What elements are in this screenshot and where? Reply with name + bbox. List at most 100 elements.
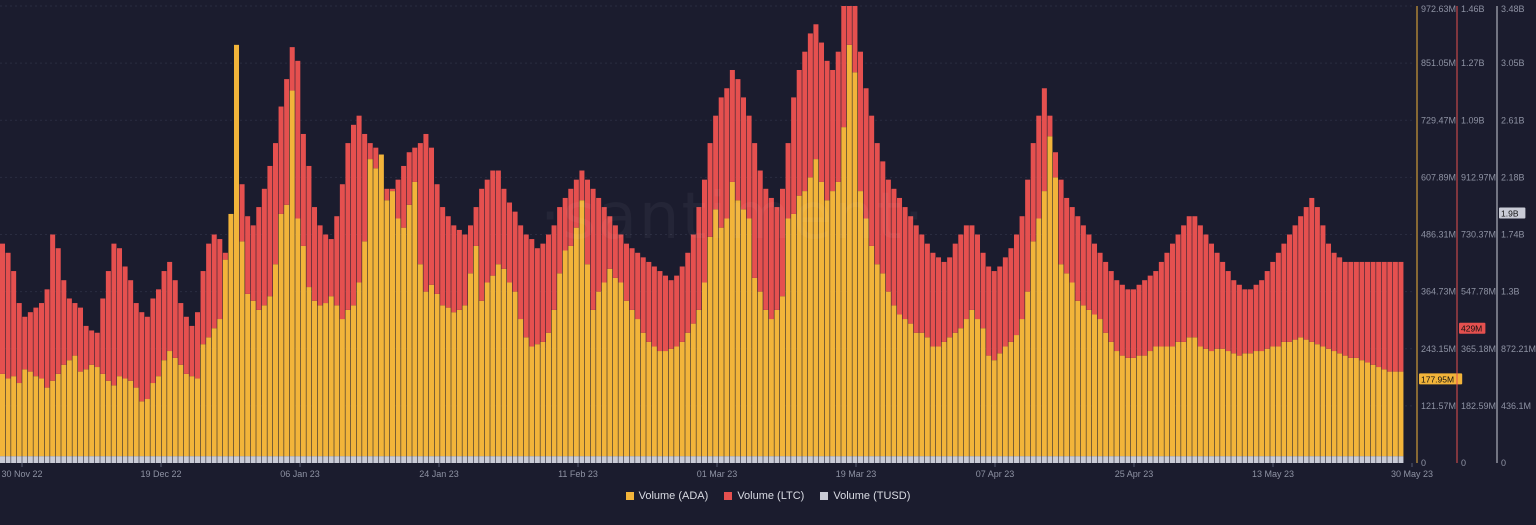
legend-item-ada[interactable]: Volume (ADA) [625,490,709,502]
bar-tusd [1225,456,1231,463]
bar-ada [841,127,847,457]
bar-tusd [312,456,318,463]
bar-ada [1242,353,1248,457]
y-tick-label: 1.46B [1461,4,1485,14]
current-value-badge [1459,322,1486,334]
bar-ltc [863,88,869,219]
bar-tusd [1209,456,1215,463]
bar-tusd [1231,456,1237,463]
legend-item-tusd[interactable]: Volume (TUSD) [820,490,910,502]
bar-ltc [1080,225,1086,306]
bar-ltc [624,243,630,301]
bar-tusd [66,456,72,463]
bar-ltc [813,24,819,160]
bar-tusd [5,456,11,463]
bar-tusd [94,456,100,463]
x-tick-label: 07 Apr 23 [976,469,1015,479]
bar-ada [852,72,858,457]
bar-ada [183,373,189,457]
bar-ada [1153,346,1159,457]
bar-ltc [897,197,903,315]
bar-ada [869,245,875,457]
bar-ltc [217,239,223,320]
bar-tusd [679,456,685,463]
bar-tusd [975,456,981,463]
bar-ltc [752,143,758,278]
bar-ada [1326,348,1332,457]
bar-ada [401,227,407,457]
bar-tusd [958,456,964,463]
bar-tusd [1153,456,1159,463]
bar-ada [317,305,323,457]
bar-ltc [1181,225,1187,342]
bar-tusd [507,456,513,463]
bar-ltc [919,234,925,333]
x-tick-label: 01 Mar 23 [697,469,738,479]
bar-ltc [551,225,557,310]
bar-ada [947,337,953,457]
bar-ltc [1025,179,1031,292]
bar-ltc [1158,261,1164,347]
bar-tusd [768,456,774,463]
bar-ltc [573,179,579,228]
bar-tusd [373,456,379,463]
bar-tusd [936,456,942,463]
bar-ltc [1287,234,1293,342]
bar-tusd [1264,456,1270,463]
bar-ltc [1381,261,1387,370]
bar-ltc [451,225,457,313]
bar-tusd [27,456,33,463]
bar-ada [618,282,624,457]
bar-ada [702,282,708,457]
bar-ada [607,268,613,457]
bar-tusd [1326,456,1332,463]
bar-ada [635,319,641,457]
bar-ada [1114,351,1120,457]
bar-tusd [596,456,602,463]
bar-ltc [22,316,28,370]
bar-ltc [523,234,529,338]
bar-ltc [540,243,546,342]
bar-ada [674,346,680,457]
bar-ada [651,346,657,457]
bar-ada [1069,282,1075,457]
bar-ada [1398,371,1404,457]
bar-ada [390,191,396,457]
bar-ltc [1075,216,1081,301]
bar-ada [66,360,72,457]
legend-item-ltc[interactable]: Volume (LTC) [724,490,804,502]
bar-tusd [473,456,479,463]
bar-ltc [167,261,173,352]
bar-tusd [105,456,111,463]
bar-ltc [150,298,156,384]
bar-ada [1181,341,1187,457]
x-tick-label: 19 Dec 22 [140,469,181,479]
bar-ada [1131,357,1137,457]
bar-ada [612,277,618,457]
legend-label-ada: Volume (ADA) [638,490,709,502]
bar-ada [958,328,964,457]
bar-tusd [830,456,836,463]
bar-ltc [390,188,396,192]
bar-tusd [1119,456,1125,463]
x-tick-label: 19 Mar 23 [836,469,877,479]
bar-ltc [1392,261,1398,372]
bar-ltc [183,316,189,374]
bar-tusd [261,456,267,463]
bar-ltc [874,143,880,265]
bar-ltc [1030,143,1036,242]
bar-tusd [356,456,362,463]
x-tick-label: 30 Nov 22 [1,469,42,479]
bar-ada [1259,351,1265,457]
bar-tusd [952,456,958,463]
bar-tusd [573,456,579,463]
bar-ada [523,337,529,457]
bar-tusd [1320,456,1326,463]
bar-ada [1119,355,1125,457]
y-tick-label: 607.89M [1421,172,1456,182]
bar-tusd [390,456,396,463]
bar-tusd [518,456,524,463]
bar-tusd [557,456,563,463]
bar-ada [328,296,334,457]
bar-ltc [713,115,719,210]
